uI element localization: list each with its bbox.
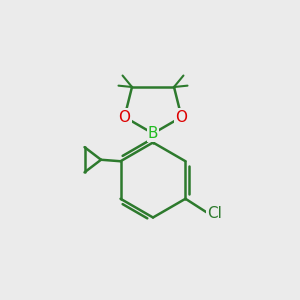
Text: O: O — [176, 110, 188, 124]
Text: Cl: Cl — [207, 206, 222, 221]
Text: O: O — [118, 110, 130, 124]
Text: B: B — [148, 126, 158, 141]
